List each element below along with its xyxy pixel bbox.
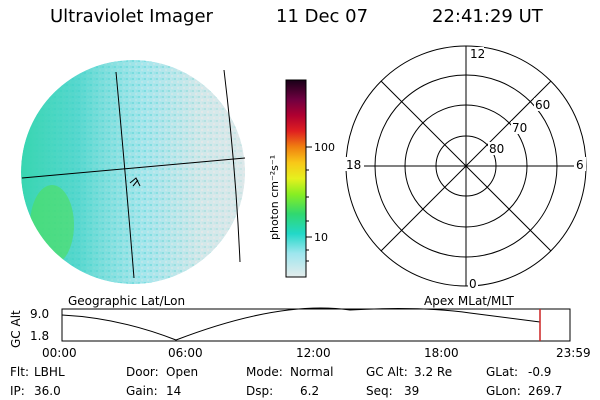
x-tick-1200: 12:00 bbox=[296, 346, 331, 360]
altitude-curve bbox=[61, 307, 541, 341]
lat-label-70: 70 bbox=[512, 121, 527, 135]
info-key: Door: bbox=[126, 365, 159, 379]
info-value-glat: -0.9 bbox=[528, 365, 552, 379]
colorbar-unit-label: photon cm⁻²s⁻¹ bbox=[268, 155, 281, 240]
mlt-label-18: 18 bbox=[346, 158, 361, 172]
info-key: GLat: bbox=[486, 365, 519, 379]
altitude-plot-frame bbox=[61, 308, 571, 342]
info-key: Flt: bbox=[10, 365, 29, 379]
info-value-gc-alt: 3.2 Re bbox=[414, 365, 453, 379]
gc-alt-axis-title: GC Alt bbox=[9, 310, 23, 348]
colorbar-tick-10: 10 bbox=[314, 231, 328, 244]
info-value-door: Open bbox=[166, 365, 199, 379]
colorbar-gradient bbox=[285, 79, 307, 278]
info-key: Seq: bbox=[366, 384, 393, 398]
x-tick-0600: 06:00 bbox=[168, 346, 203, 360]
info-value-filter: LBHL bbox=[34, 365, 65, 379]
info-key: GC Alt: bbox=[366, 365, 408, 379]
info-key: Mode: bbox=[246, 365, 283, 379]
info-key: IP: bbox=[10, 384, 25, 398]
info-key: Dsp: bbox=[246, 384, 274, 398]
date-label: 11 Dec 07 bbox=[276, 6, 369, 27]
info-value-mode: Normal bbox=[290, 365, 334, 379]
y-tick-1-8: 1.8 bbox=[30, 329, 49, 343]
mlt-label-12: 12 bbox=[470, 47, 485, 61]
earth-disk bbox=[21, 60, 245, 284]
info-value-ip: 36.0 bbox=[34, 384, 61, 398]
app-title: Ultraviolet Imager bbox=[50, 6, 213, 27]
colorbar-tick-100: 100 bbox=[314, 141, 335, 154]
polar-diagonal-2 bbox=[380, 80, 552, 252]
info-value-dsp: 6.2 bbox=[300, 384, 320, 398]
colorbar-ticks bbox=[306, 146, 312, 262]
x-tick-2359: 23:59 bbox=[556, 346, 591, 360]
info-value-seq: 39 bbox=[404, 384, 420, 398]
info-key: GLon: bbox=[486, 384, 521, 398]
info-value-glon: 269.7 bbox=[528, 384, 563, 398]
apex-label: Apex MLat/MLT bbox=[424, 294, 514, 308]
lat-label-80: 80 bbox=[489, 142, 504, 156]
mlt-label-0: 0 bbox=[469, 277, 477, 291]
geographic-grid-lines bbox=[21, 69, 246, 279]
time-label: 22:41:29 UT bbox=[432, 6, 543, 27]
x-tick-0000: 00:00 bbox=[42, 346, 77, 360]
y-tick-9: 9.0 bbox=[30, 307, 49, 321]
info-key: Gain: bbox=[126, 384, 158, 398]
info-value-gain: 14 bbox=[166, 384, 182, 398]
mlt-label-6: 6 bbox=[576, 158, 584, 172]
geographic-label: Geographic Lat/Lon bbox=[68, 294, 185, 308]
satellite-position-icon bbox=[129, 177, 141, 187]
x-tick-1800: 18:00 bbox=[424, 346, 459, 360]
lat-label-60: 60 bbox=[535, 98, 550, 112]
